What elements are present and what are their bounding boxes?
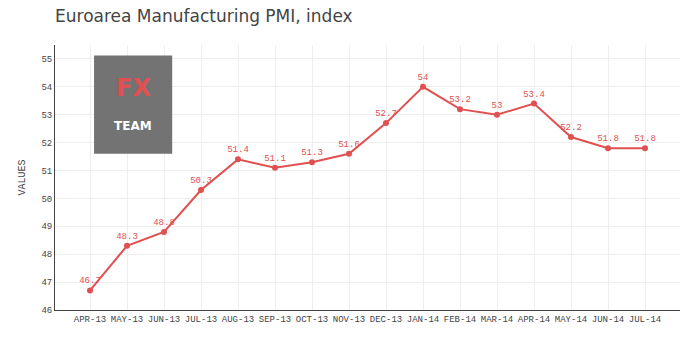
svg-text:53.4: 53.4: [523, 90, 545, 100]
svg-text:52.7: 52.7: [375, 109, 397, 119]
svg-text:JAN-14: JAN-14: [407, 315, 439, 325]
svg-text:TEAM: TEAM: [114, 119, 152, 133]
svg-text:50: 50: [41, 195, 52, 205]
svg-text:VALUES: VALUES: [17, 159, 28, 195]
svg-text:MAR-14: MAR-14: [481, 315, 513, 325]
svg-text:52: 52: [41, 139, 52, 149]
svg-text:54: 54: [41, 83, 52, 93]
svg-text:FX: FX: [116, 74, 151, 102]
svg-text:51.6: 51.6: [338, 140, 360, 150]
svg-text:53.2: 53.2: [449, 95, 471, 105]
svg-text:51.3: 51.3: [301, 148, 323, 158]
svg-text:APR-14: APR-14: [518, 315, 550, 325]
svg-text:51.8: 51.8: [597, 134, 619, 144]
svg-text:48.8: 48.8: [153, 218, 175, 228]
svg-text:OCT-13: OCT-13: [296, 315, 328, 325]
svg-text:FEB-14: FEB-14: [444, 315, 476, 325]
svg-text:NOV-13: NOV-13: [333, 315, 365, 325]
svg-text:AUG-13: AUG-13: [222, 315, 254, 325]
svg-text:JUN-14: JUN-14: [592, 315, 624, 325]
svg-text:JUN-13: JUN-13: [148, 315, 180, 325]
svg-text:51.1: 51.1: [264, 154, 286, 164]
svg-text:DEC-13: DEC-13: [370, 315, 402, 325]
svg-text:48.3: 48.3: [116, 232, 138, 242]
svg-text:46: 46: [41, 306, 52, 316]
svg-text:51: 51: [41, 167, 52, 177]
svg-text:55: 55: [41, 55, 52, 65]
svg-text:50.3: 50.3: [190, 176, 212, 186]
svg-text:53: 53: [492, 101, 503, 111]
svg-text:47: 47: [41, 278, 52, 288]
svg-text:SEP-13: SEP-13: [259, 315, 291, 325]
svg-text:49: 49: [41, 222, 52, 232]
svg-text:MAY-14: MAY-14: [555, 315, 587, 325]
svg-text:54: 54: [418, 73, 429, 83]
svg-text:51.4: 51.4: [227, 145, 249, 155]
svg-text:JUL-14: JUL-14: [629, 315, 661, 325]
svg-text:JUL-13: JUL-13: [185, 315, 217, 325]
svg-text:53: 53: [41, 111, 52, 121]
svg-text:APR-13: APR-13: [74, 315, 106, 325]
svg-text:MAY-13: MAY-13: [111, 315, 143, 325]
svg-text:52.2: 52.2: [560, 123, 582, 133]
svg-text:51.8: 51.8: [634, 134, 656, 144]
svg-text:48: 48: [41, 250, 52, 260]
svg-text:46.7: 46.7: [79, 276, 101, 286]
svg-text:Euroarea Manufacturing PMI, in: Euroarea Manufacturing PMI, index: [55, 6, 353, 26]
